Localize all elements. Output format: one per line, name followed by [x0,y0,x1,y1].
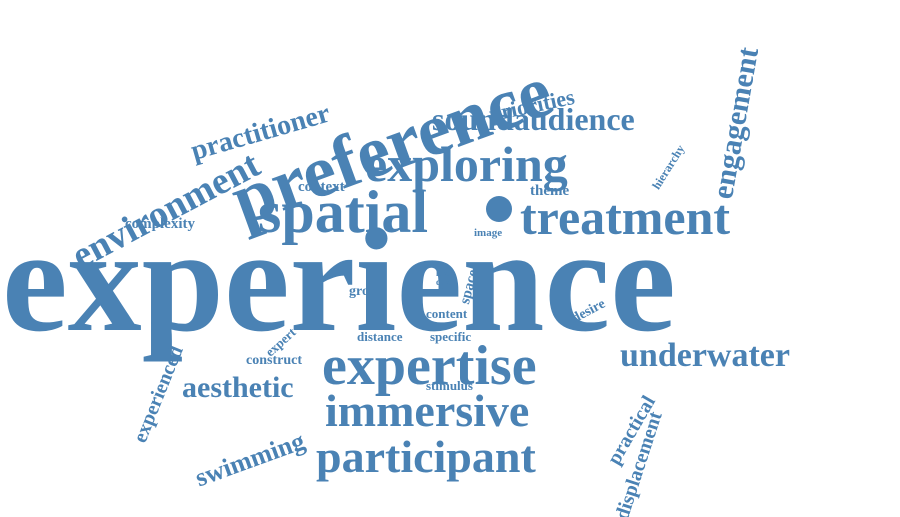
word-theme: theme [530,183,570,199]
word-spatial: spatial [258,179,429,245]
word-field: field [438,286,455,296]
word-underwater: underwater [620,337,790,374]
word-hierarchy: hierarchy [649,142,688,192]
word-specific: specific [430,329,472,344]
word-swimming: swimming [191,426,309,493]
word-stimulus: stimulus [426,378,473,393]
separator-dot-icon [486,196,512,222]
word-complexity: complexity [125,216,195,232]
word-aesthetic: aesthetic [182,371,294,404]
word-expertise: expertise [322,335,537,397]
word-level: level [436,268,454,278]
word-treatment: treatment [520,189,731,245]
word-image: image [474,227,503,239]
word-content: content [426,306,468,321]
word-exploring: exploring [365,136,568,192]
word-context: context [298,179,345,195]
word-immersive: immersive [325,385,530,436]
word-cave: cave [436,277,453,287]
word-engagement: engagement [706,44,766,202]
word-group: group [349,284,385,299]
word-experience: experience [2,199,676,363]
word-construct: construct [246,353,302,368]
word-soundaudience: soundaudience [432,101,635,137]
word-participant: participant [316,431,536,482]
word-distance: distance [357,329,403,344]
